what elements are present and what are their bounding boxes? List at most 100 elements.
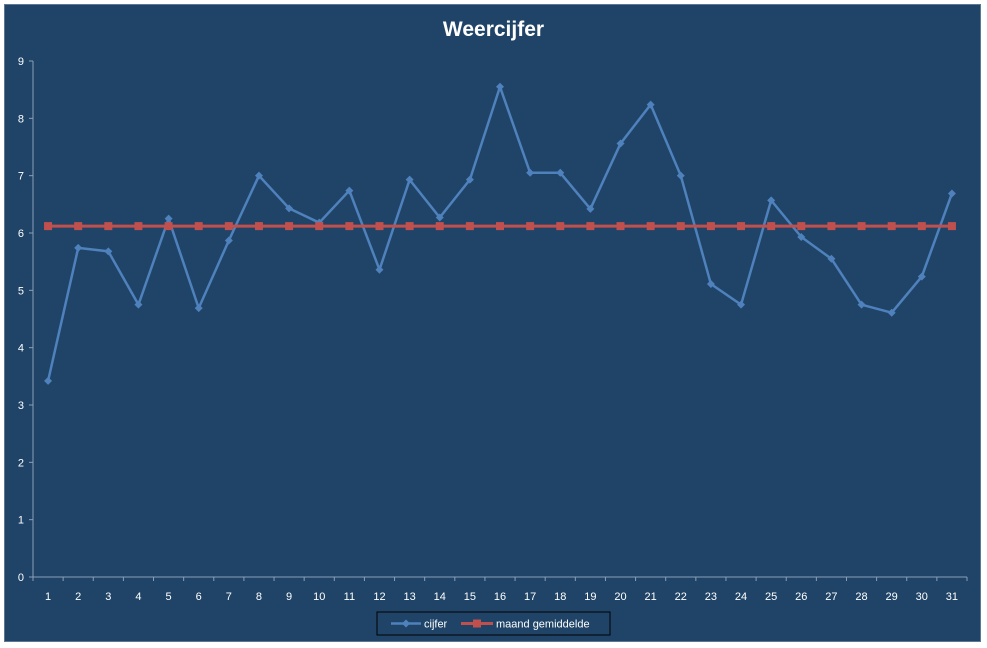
data-point xyxy=(676,171,685,180)
data-point xyxy=(44,222,53,231)
x-tick-label: 23 xyxy=(705,591,717,603)
data-point xyxy=(586,222,595,231)
data-point xyxy=(224,222,233,231)
series-cijfer xyxy=(44,82,956,385)
x-tick-label: 20 xyxy=(614,591,626,603)
data-point xyxy=(74,243,83,252)
x-tick-label: 18 xyxy=(554,591,566,603)
data-point xyxy=(164,222,173,231)
data-point xyxy=(827,254,836,263)
series-maand-gemiddelde xyxy=(44,222,956,231)
y-tick-label: 9 xyxy=(18,56,24,68)
x-tick-label: 21 xyxy=(645,591,657,603)
data-point xyxy=(465,175,474,184)
data-point xyxy=(737,222,746,231)
data-point xyxy=(827,222,836,231)
data-point xyxy=(947,222,956,231)
data-point xyxy=(526,222,535,231)
data-point xyxy=(285,222,294,231)
data-point xyxy=(435,222,444,231)
y-tick-label: 5 xyxy=(18,285,24,297)
x-tick-label: 4 xyxy=(135,591,141,603)
data-point xyxy=(104,222,113,231)
data-point xyxy=(556,168,565,177)
data-point xyxy=(224,236,233,245)
series-layer xyxy=(44,82,956,385)
data-point xyxy=(646,222,655,231)
x-tick-label: 7 xyxy=(226,591,232,603)
data-point xyxy=(164,214,173,223)
series-line xyxy=(46,82,954,382)
data-point xyxy=(737,300,746,309)
data-point xyxy=(134,222,143,231)
data-point xyxy=(887,222,896,231)
y-tick-label: 0 xyxy=(18,572,24,584)
legend-marker-cijfer xyxy=(402,619,410,628)
x-tick-label: 12 xyxy=(373,591,385,603)
x-tick-label: 24 xyxy=(735,591,747,603)
x-tick-label: 16 xyxy=(494,591,506,603)
data-point xyxy=(194,222,203,231)
x-tick-label: 31 xyxy=(946,591,958,603)
y-tick-label: 4 xyxy=(18,343,24,355)
legend-box xyxy=(376,611,611,636)
data-point xyxy=(676,222,685,231)
legend-marker-maand-gemiddelde xyxy=(473,619,481,628)
x-tick-label: 28 xyxy=(855,591,867,603)
data-point xyxy=(285,204,294,213)
data-point xyxy=(405,175,414,184)
data-point xyxy=(857,222,866,231)
data-point xyxy=(44,376,53,385)
x-tick-label: 6 xyxy=(196,591,202,603)
data-point xyxy=(586,204,595,213)
x-tick-label: 26 xyxy=(795,591,807,603)
x-tick-label: 2 xyxy=(75,591,81,603)
data-point xyxy=(797,233,806,242)
data-point xyxy=(465,222,474,231)
data-point xyxy=(526,168,535,177)
data-point xyxy=(616,139,625,148)
x-tick-label: 9 xyxy=(286,591,292,603)
y-tick-label: 3 xyxy=(18,400,24,412)
x-tick-label: 5 xyxy=(166,591,172,603)
data-point xyxy=(767,222,776,231)
data-point xyxy=(917,272,926,281)
x-tick-label: 25 xyxy=(765,591,777,603)
y-tick-label: 7 xyxy=(18,171,24,183)
data-point xyxy=(767,196,776,205)
data-point xyxy=(947,189,956,198)
data-point xyxy=(375,222,384,231)
x-tick-label: 10 xyxy=(313,591,325,603)
data-point xyxy=(134,300,143,309)
y-tick-label: 2 xyxy=(18,457,24,469)
x-tick-label: 27 xyxy=(825,591,837,603)
legend-label-maand-gemiddelde: maand gemiddelde xyxy=(496,619,590,631)
x-tick-label: 30 xyxy=(916,591,928,603)
legend-label-cijfer: cijfer xyxy=(424,619,448,631)
data-point xyxy=(254,222,263,231)
data-point xyxy=(646,100,655,109)
data-point xyxy=(104,247,113,256)
x-tick-label: 14 xyxy=(434,591,446,603)
x-tick-label: 29 xyxy=(886,591,898,603)
data-point xyxy=(345,186,354,195)
data-point xyxy=(496,82,504,91)
x-tick-label: 19 xyxy=(584,591,596,603)
y-tick-label: 1 xyxy=(18,515,24,527)
x-tick-label: 15 xyxy=(464,591,476,603)
data-point xyxy=(435,213,444,222)
data-point xyxy=(496,222,504,231)
data-point xyxy=(917,222,926,231)
data-point xyxy=(345,222,354,231)
y-tick-label: 6 xyxy=(18,228,24,240)
data-point xyxy=(616,222,625,231)
data-point xyxy=(706,280,715,289)
y-tick-label: 8 xyxy=(18,113,24,125)
data-point xyxy=(405,222,414,231)
x-tick-label: 8 xyxy=(256,591,262,603)
data-point xyxy=(315,222,324,231)
x-tick-label: 3 xyxy=(105,591,111,603)
data-point xyxy=(556,222,565,231)
